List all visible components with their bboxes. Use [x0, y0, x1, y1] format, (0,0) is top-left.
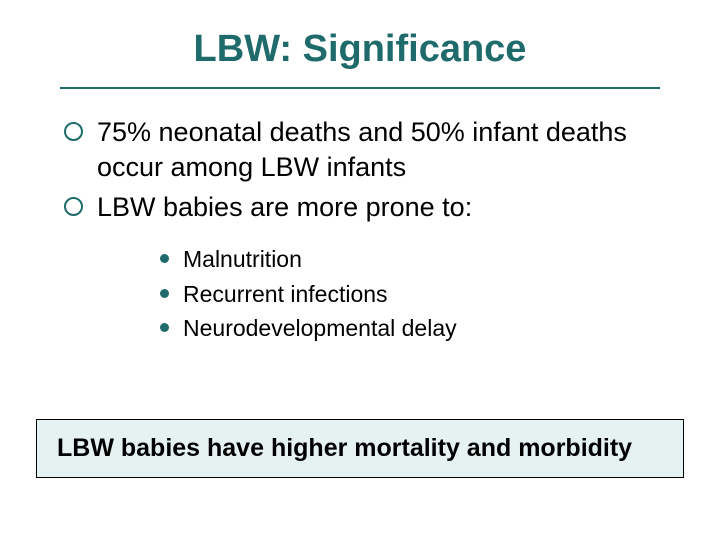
sub-bullet-text: Malnutrition	[183, 245, 302, 275]
sub-bullet-text: Recurrent infections	[183, 280, 388, 310]
callout-box: LBW babies have higher mortality and mor…	[36, 419, 684, 478]
circle-bullet-icon	[64, 122, 83, 141]
sub-bullet-text: Neurodevelopmental delay	[183, 314, 457, 344]
sub-bullet-item: Neurodevelopmental delay	[160, 314, 656, 344]
bullet-item: LBW babies are more prone to:	[64, 190, 656, 225]
dot-bullet-icon	[160, 254, 169, 263]
sub-list: Malnutrition Recurrent infections Neurod…	[64, 231, 656, 345]
sub-bullet-item: Malnutrition	[160, 245, 656, 275]
slide: LBW: Significance 75% neonatal deaths an…	[0, 0, 720, 540]
slide-title: LBW: Significance	[0, 0, 720, 81]
dot-bullet-icon	[160, 289, 169, 298]
bullet-text: LBW babies are more prone to:	[97, 190, 472, 225]
callout-text: LBW babies have higher mortality and mor…	[57, 434, 632, 462]
bullet-item: 75% neonatal deaths and 50% infant death…	[64, 115, 656, 184]
sub-bullet-item: Recurrent infections	[160, 280, 656, 310]
body-area: 75% neonatal deaths and 50% infant death…	[0, 89, 720, 344]
bullet-text: 75% neonatal deaths and 50% infant death…	[97, 115, 656, 184]
circle-bullet-icon	[64, 197, 83, 216]
dot-bullet-icon	[160, 323, 169, 332]
